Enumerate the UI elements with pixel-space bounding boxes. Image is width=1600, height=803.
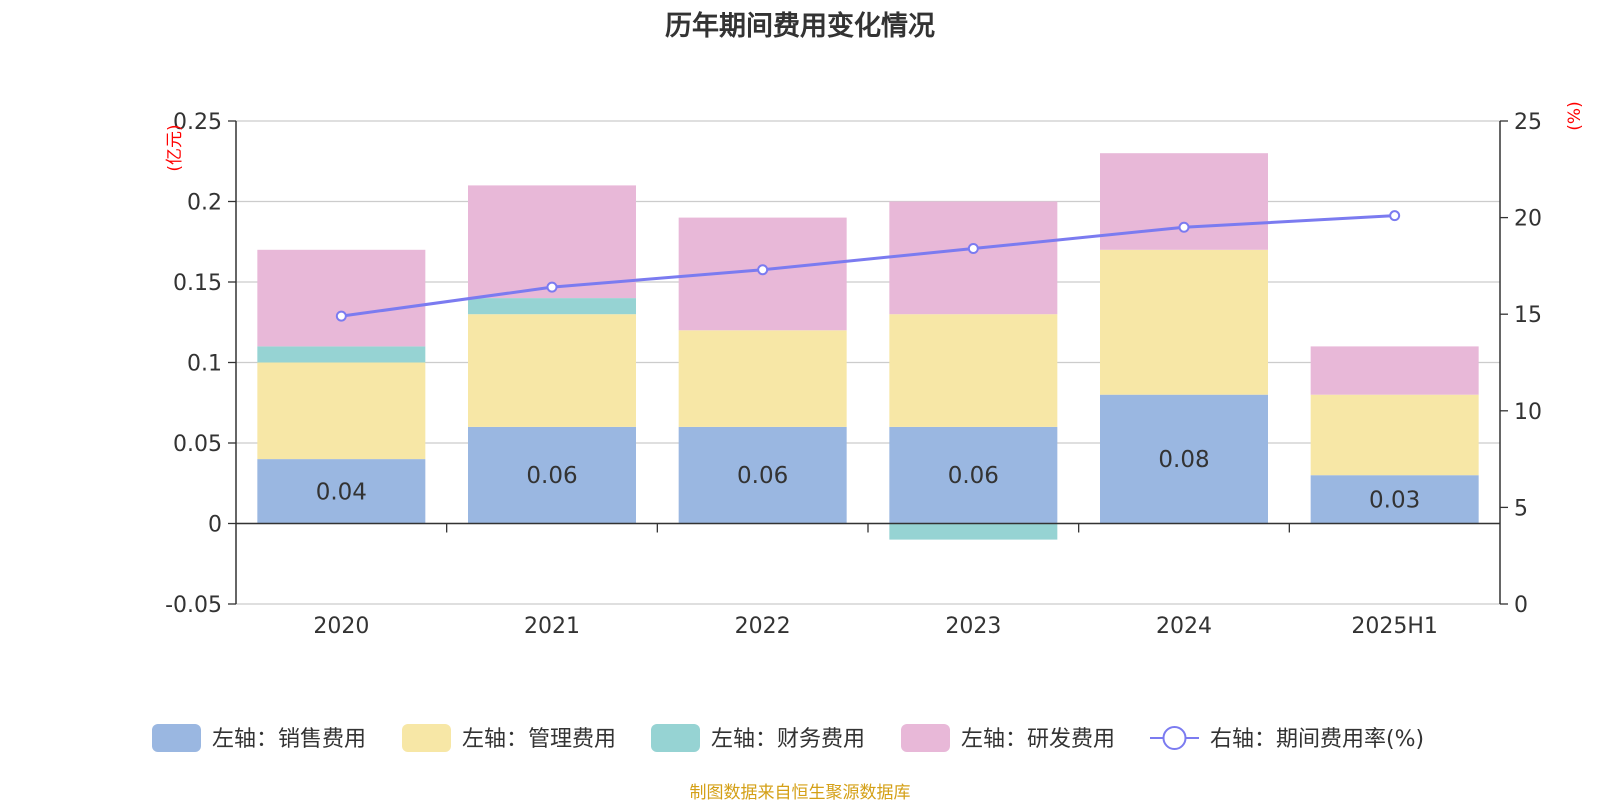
x-axis-category-label: 2024	[1156, 614, 1212, 639]
left-axis-tick-label: 0.25	[173, 110, 222, 135]
legend-label: 左轴：研发费用	[961, 727, 1115, 752]
rate-point-2025H1[interactable]	[1389, 210, 1401, 222]
bar-rnd-2024[interactable]	[1100, 153, 1268, 250]
legend-label: 右轴：期间费用率(%)	[1210, 727, 1424, 752]
bar-rnd-2020[interactable]	[257, 249, 426, 347]
data-label: 0.06	[737, 463, 788, 489]
bar-sales-2023[interactable]	[889, 426, 1058, 524]
legend-swatch-admin[interactable]	[402, 724, 451, 752]
left-axis-tick-label: 0.2	[187, 191, 222, 216]
rate-line	[341, 214, 1395, 318]
right-axis-tick-label: 20	[1514, 207, 1542, 232]
x-axis-category-label: 2020	[313, 614, 369, 639]
x-axis-category-label: 2022	[735, 614, 791, 639]
bar-sales-2021[interactable]	[468, 426, 636, 524]
left-axis-tick-label: 0.05	[173, 432, 222, 457]
right-unit-label: (%)	[1565, 101, 1585, 130]
rate-point-2021[interactable]	[546, 281, 558, 293]
legend-label: 左轴：管理费用	[462, 727, 616, 752]
right-axis-tick-label: 15	[1514, 303, 1542, 328]
bar-admin-2020[interactable]	[257, 362, 426, 460]
left-axis-tick-label: -0.05	[165, 593, 222, 618]
source-note: 制图数据来自恒生聚源数据库	[689, 783, 911, 803]
data-label: 0.06	[948, 463, 999, 489]
bar-rnd-2023[interactable]	[889, 201, 1058, 315]
bar-finance-2023[interactable]	[889, 523, 1058, 540]
right-axis-tick-label: 25	[1514, 110, 1542, 135]
data-label: 0.08	[1158, 447, 1209, 473]
left-axis-tick-label: 0	[208, 513, 222, 538]
rate-point-2023[interactable]	[967, 243, 979, 255]
legend-swatch-sales[interactable]	[152, 724, 201, 752]
legend-label: 左轴：销售费用	[212, 727, 366, 752]
bar-admin-2022[interactable]	[678, 330, 847, 427]
bar-admin-2023[interactable]	[889, 314, 1058, 427]
left-unit-label: (亿元)	[165, 124, 185, 171]
bar-finance-2021[interactable]	[468, 298, 636, 315]
bar-sales-2025H1[interactable]	[1310, 475, 1479, 524]
legend-label: 左轴：财务费用	[711, 727, 865, 752]
right-axis-tick-label: 0	[1514, 593, 1528, 618]
data-label: 0.04	[316, 479, 367, 505]
bar-sales-2022[interactable]	[678, 426, 847, 524]
bar-sales-2024[interactable]	[1100, 394, 1268, 524]
legend-circle-icon	[1162, 726, 1187, 750]
rate-point-2022[interactable]	[757, 264, 769, 276]
x-axis-category-label: 2021	[524, 614, 580, 639]
legend-swatch-finance[interactable]	[651, 724, 700, 752]
bar-admin-2021[interactable]	[468, 314, 636, 427]
rate-point-2024[interactable]	[1178, 221, 1190, 233]
right-axis-tick-label: 5	[1514, 496, 1528, 521]
bar-sales-2020[interactable]	[257, 459, 426, 524]
left-axis-tick-label: 0.15	[173, 271, 222, 296]
data-label: 0.03	[1369, 487, 1420, 513]
bar-admin-2025H1[interactable]	[1310, 394, 1479, 476]
bar-rnd-2025H1[interactable]	[1310, 346, 1479, 395]
rate-point-2020[interactable]	[335, 310, 347, 322]
bar-rnd-2021[interactable]	[468, 185, 636, 299]
x-axis-category-label: 2025H1	[1351, 614, 1438, 639]
bar-admin-2024[interactable]	[1100, 249, 1268, 395]
legend-swatch-rnd[interactable]	[901, 724, 950, 752]
chart-title: 历年期间费用变化情况	[665, 11, 935, 42]
bar-finance-2020[interactable]	[257, 346, 426, 363]
data-label: 0.06	[526, 463, 577, 489]
left-axis-tick-label: 0.1	[187, 352, 222, 377]
right-axis-tick-label: 10	[1514, 400, 1542, 425]
x-axis-category-label: 2023	[945, 614, 1001, 639]
